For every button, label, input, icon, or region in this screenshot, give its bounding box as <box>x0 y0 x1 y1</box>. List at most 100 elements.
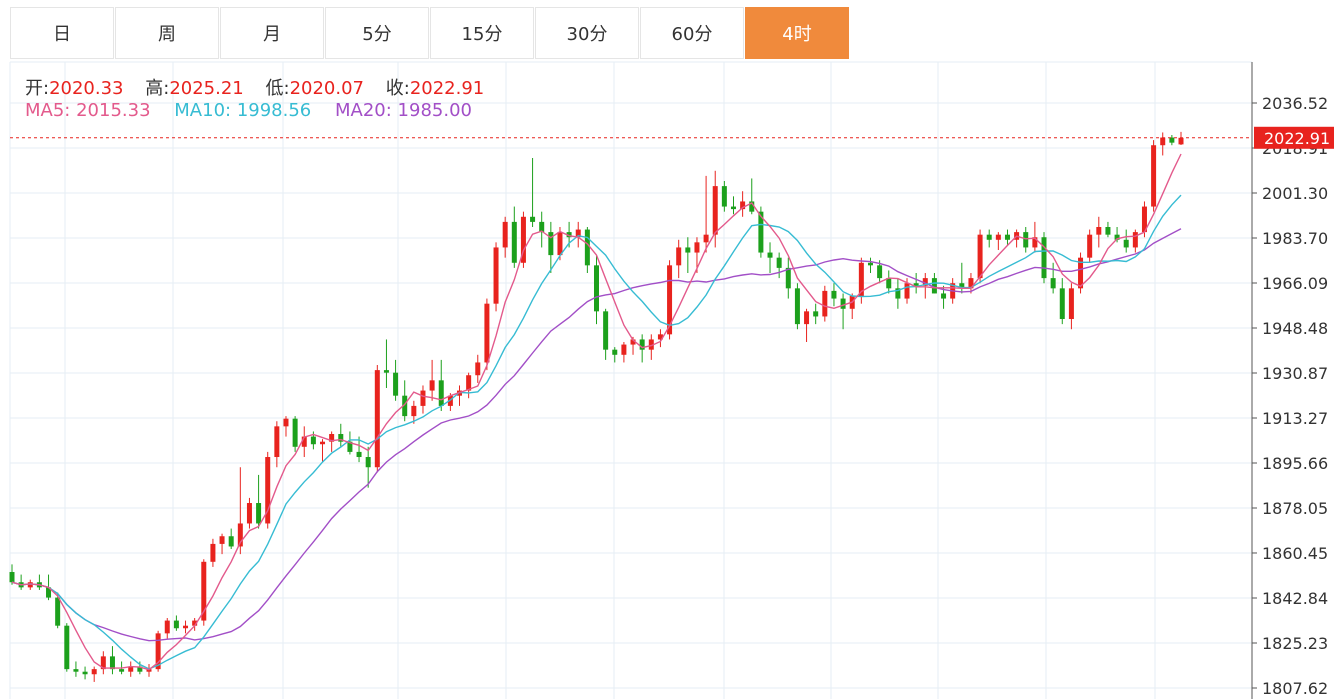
candle-body <box>1023 232 1029 248</box>
candle-body <box>840 298 846 309</box>
candle-body <box>310 436 316 445</box>
candle-body <box>867 262 873 266</box>
candle-body <box>730 206 736 210</box>
timeframe-tabs: 日 周 月 5分 15分 30分 60分 4时 <box>10 7 850 59</box>
tab-4hour[interactable]: 4时 <box>745 7 849 59</box>
candle-body <box>831 290 837 299</box>
tab-60min[interactable]: 60分 <box>640 7 744 59</box>
ma10-readout: MA10: 1998.56 <box>174 100 311 121</box>
y-tick-label: 1825.23 <box>1262 634 1328 653</box>
candle-body <box>584 229 590 266</box>
ma5-line <box>11 153 1182 671</box>
candle-body <box>55 597 61 626</box>
candle-body <box>794 288 800 325</box>
close-value: 2022.91 <box>409 78 485 99</box>
candle-body <box>128 666 134 672</box>
candle-body <box>895 288 901 299</box>
high-label: 高: <box>145 78 170 99</box>
candle-body <box>685 247 691 253</box>
y-tick-label: 1895.66 <box>1262 454 1328 473</box>
candle-body <box>383 370 389 373</box>
candle-body <box>411 405 417 417</box>
low-value: 2020.07 <box>289 78 365 99</box>
candle-body <box>46 587 52 598</box>
candle-body <box>100 656 106 670</box>
candle-body <box>941 293 947 299</box>
candle-body <box>1004 234 1010 240</box>
y-tick-label: 1860.45 <box>1262 544 1328 563</box>
candle-body <box>210 543 216 562</box>
candle-body <box>566 232 572 238</box>
candle-body <box>1169 137 1175 143</box>
candle-body <box>785 267 791 289</box>
candle-body <box>758 211 764 253</box>
ma-readout: MA5: 2015.33 MA10: 1998.56 MA20: 1985.00 <box>25 100 472 121</box>
candle-body <box>922 278 928 286</box>
ma10-label: MA10: <box>174 100 232 121</box>
y-tick-label: 1842.84 <box>1262 589 1328 608</box>
candle-body <box>913 283 919 286</box>
candle-body <box>119 669 125 672</box>
last-price-tag <box>1254 126 1334 149</box>
tab-15min[interactable]: 15分 <box>430 7 534 59</box>
ma20-label: MA20: <box>335 100 392 121</box>
candle-body <box>977 234 983 279</box>
candle-body <box>822 290 828 317</box>
candle-body <box>91 669 97 675</box>
candle-body <box>1114 234 1120 240</box>
y-tick-label: 1807.62 <box>1262 679 1328 698</box>
candle-body <box>630 339 636 345</box>
candle-body <box>667 265 673 335</box>
candle-body <box>1032 237 1038 248</box>
tab-5min[interactable]: 5分 <box>325 7 429 59</box>
tab-day[interactable]: 日 <box>10 7 114 59</box>
candle-body <box>639 339 645 350</box>
candle-body <box>594 265 599 312</box>
candle-body <box>484 303 490 363</box>
ohlc-readout: 开:2020.33 高:2025.21 低:2020.07 收:2022.91 <box>25 74 500 100</box>
price-axis: 2036.522018.912001.301983.701966.091948.… <box>1251 62 1328 699</box>
candle-body <box>721 186 727 207</box>
candle-body <box>164 620 170 634</box>
candle-body <box>265 457 271 524</box>
last-price-marker: 2022.91 <box>10 126 1334 149</box>
candle-body <box>931 278 937 294</box>
candle-body <box>740 201 746 210</box>
candle-body <box>886 278 892 289</box>
tab-30min[interactable]: 30分 <box>535 7 639 59</box>
candle-body <box>493 247 499 304</box>
candle-body <box>813 311 819 317</box>
candle-body <box>402 395 408 417</box>
candle-body <box>1123 239 1129 248</box>
candle-body <box>320 441 326 445</box>
chart-grid <box>9 61 1252 699</box>
candle-body <box>365 457 371 468</box>
candle-body <box>393 372 399 396</box>
y-tick-label: 2036.52 <box>1262 94 1328 113</box>
candle-body <box>804 311 810 325</box>
candle-body <box>301 436 307 447</box>
candle-body <box>82 671 88 675</box>
candle-body <box>1096 227 1102 235</box>
last-price-label: 2022.91 <box>1264 129 1330 148</box>
candle-body <box>64 625 70 670</box>
candle-body <box>767 252 773 258</box>
candle-body <box>173 620 179 629</box>
candle-body <box>749 201 755 212</box>
candle-body <box>9 572 15 583</box>
y-tick-label: 2001.30 <box>1262 184 1328 203</box>
candle-body <box>429 380 435 391</box>
candle-body <box>274 426 280 458</box>
y-tick-label: 1930.87 <box>1262 364 1328 383</box>
candle-body <box>959 283 965 289</box>
candle-body <box>256 503 262 524</box>
candle-body <box>201 561 207 621</box>
tab-month[interactable]: 月 <box>220 7 324 59</box>
candle-body <box>904 283 910 299</box>
candle-body <box>712 186 718 235</box>
candle-body <box>539 221 545 233</box>
tab-week[interactable]: 周 <box>115 7 219 59</box>
candle-body <box>438 380 444 406</box>
candle-body <box>292 418 298 447</box>
